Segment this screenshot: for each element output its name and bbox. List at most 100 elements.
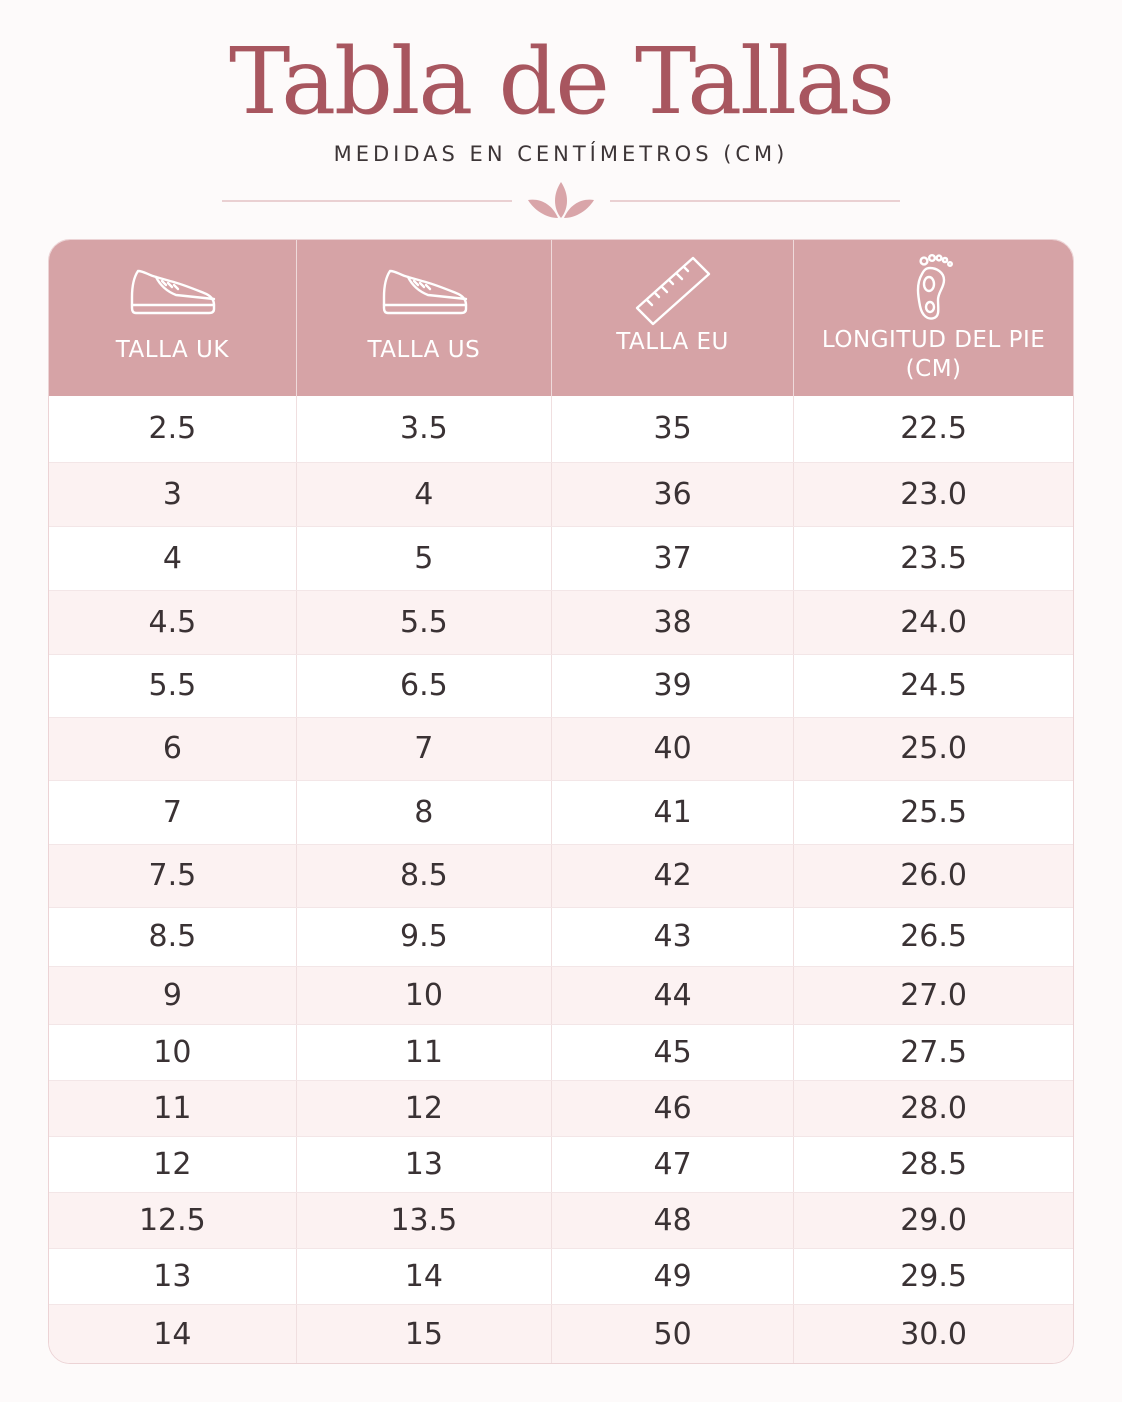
- us-size-cell: 5: [296, 526, 552, 591]
- eu-size-cell: 46: [551, 1080, 795, 1137]
- uk-size-cell: 2.5: [49, 396, 297, 463]
- us-size-cell: 5.5: [296, 590, 552, 655]
- table-row: 3 4 36 23.0: [49, 462, 1073, 527]
- table-row: 8.5 9.5 43 26.5: [49, 907, 1073, 967]
- foot-length-cell: 29.0: [793, 1192, 1073, 1249]
- uk-size-cell: 12.5: [49, 1192, 297, 1249]
- foot-length-cell: 22.5: [793, 396, 1073, 463]
- eu-size-cell: 39: [551, 654, 795, 718]
- table-row: 12.5 13.5 48 29.0: [49, 1192, 1073, 1249]
- eu-size-cell: 47: [551, 1136, 795, 1193]
- us-size-cell: 3.5: [296, 396, 552, 463]
- us-size-cell: 13: [296, 1136, 552, 1193]
- eu-size-cell: 38: [551, 590, 795, 655]
- uk-size-cell: 7.5: [49, 844, 297, 908]
- us-size-cell: 11: [296, 1024, 552, 1081]
- foot-length-cell: 30.0: [793, 1304, 1073, 1363]
- size-table: TALLA UK TALLA US: [49, 240, 1073, 1363]
- us-size-cell: 7: [296, 717, 552, 781]
- column-label: TALLA UK: [115, 337, 229, 363]
- table-row: 5.5 6.5 39 24.5: [49, 654, 1073, 718]
- size-table-container: TALLA UK TALLA US: [48, 239, 1074, 1364]
- ruler-icon: [635, 256, 710, 326]
- us-size-cell: 13.5: [296, 1192, 552, 1249]
- table-header-row: TALLA UK TALLA US: [49, 240, 1073, 396]
- column-header-us: TALLA US: [296, 240, 552, 396]
- us-size-cell: 12: [296, 1080, 552, 1137]
- uk-size-cell: 13: [49, 1248, 297, 1305]
- us-size-cell: 8: [296, 780, 552, 845]
- foot-length-cell: 26.5: [793, 907, 1073, 967]
- table-row: 14 15 50 30.0: [49, 1304, 1073, 1363]
- us-size-cell: 4: [296, 462, 552, 527]
- us-size-cell: 9.5: [296, 907, 552, 967]
- table-row: 4.5 5.5 38 24.0: [49, 590, 1073, 655]
- table-row: 11 12 46 28.0: [49, 1080, 1073, 1137]
- foot-length-cell: 27.0: [793, 966, 1073, 1025]
- eu-size-cell: 44: [551, 966, 795, 1025]
- uk-size-cell: 8.5: [49, 907, 297, 967]
- foot-length-cell: 23.5: [793, 526, 1073, 591]
- uk-size-cell: 9: [49, 966, 297, 1025]
- eu-size-cell: 41: [551, 780, 795, 845]
- foot-length-cell: 26.0: [793, 844, 1073, 908]
- foot-icon: [916, 254, 953, 320]
- uk-size-cell: 6: [49, 717, 297, 781]
- foot-length-cell: 25.0: [793, 717, 1073, 781]
- eu-size-cell: 50: [551, 1304, 795, 1363]
- uk-size-cell: 5.5: [49, 654, 297, 718]
- table-row: 4 5 37 23.5: [49, 526, 1073, 591]
- foot-length-cell: 28.0: [793, 1080, 1073, 1137]
- eu-size-cell: 45: [551, 1024, 795, 1081]
- foot-length-cell: 24.0: [793, 590, 1073, 655]
- foot-length-cell: 24.5: [793, 654, 1073, 718]
- eu-size-cell: 35: [551, 396, 795, 463]
- foot-length-cell: 27.5: [793, 1024, 1073, 1081]
- eu-size-cell: 42: [551, 844, 795, 908]
- sneaker-icon: [382, 269, 468, 315]
- header-divider: [222, 182, 900, 218]
- table-row: 13 14 49 29.5: [49, 1248, 1073, 1305]
- page-subtitle: MEDIDAS EN CENTÍMETROS (CM): [333, 142, 789, 166]
- leaf-ornament-icon: [528, 182, 594, 218]
- eu-size-cell: 36: [551, 462, 795, 527]
- foot-length-cell: 29.5: [793, 1248, 1073, 1305]
- us-size-cell: 15: [296, 1304, 552, 1363]
- uk-size-cell: 3: [49, 462, 297, 527]
- eu-size-cell: 48: [551, 1192, 795, 1249]
- eu-size-cell: 37: [551, 526, 795, 591]
- eu-size-cell: 49: [551, 1248, 795, 1305]
- table-row: 12 13 47 28.5: [49, 1136, 1073, 1193]
- table-row: 7.5 8.5 42 26.0: [49, 844, 1073, 908]
- column-header-uk: TALLA UK: [49, 240, 297, 396]
- uk-size-cell: 14: [49, 1304, 297, 1363]
- table-row: 6 7 40 25.0: [49, 717, 1073, 781]
- table-row: 7 8 41 25.5: [49, 780, 1073, 845]
- column-label: TALLA US: [367, 337, 481, 363]
- column-header-eu: TALLA EU: [551, 240, 795, 396]
- us-size-cell: 14: [296, 1248, 552, 1305]
- us-size-cell: 10: [296, 966, 552, 1025]
- uk-size-cell: 10: [49, 1024, 297, 1081]
- uk-size-cell: 4: [49, 526, 297, 591]
- table-row: 9 10 44 27.0: [49, 966, 1073, 1025]
- us-size-cell: 8.5: [296, 844, 552, 908]
- eu-size-cell: 40: [551, 717, 795, 781]
- foot-length-cell: 28.5: [793, 1136, 1073, 1193]
- us-size-cell: 6.5: [296, 654, 552, 718]
- uk-size-cell: 4.5: [49, 590, 297, 655]
- sneaker-icon: [131, 269, 216, 315]
- uk-size-cell: 7: [49, 780, 297, 845]
- column-label: LONGITUD DEL PIE (CM): [821, 327, 1046, 382]
- uk-size-cell: 11: [49, 1080, 297, 1137]
- table-row: 2.5 3.5 35 22.5: [49, 396, 1073, 463]
- eu-size-cell: 43: [551, 907, 795, 967]
- foot-length-cell: 23.0: [793, 462, 1073, 527]
- uk-size-cell: 12: [49, 1136, 297, 1193]
- column-header-foot-length: LONGITUD DEL PIE (CM): [793, 240, 1073, 396]
- page-title: Tabla de Tallas: [228, 28, 895, 135]
- size-table-body: 2.5 3.5 35 22.5 3 4 36 23.0 4 5 37 23.5 4.5 5.5 38 24.0…: [49, 396, 1073, 1363]
- table-row: 10 11 45 27.5: [49, 1024, 1073, 1081]
- foot-length-cell: 25.5: [793, 780, 1073, 845]
- column-label: TALLA EU: [616, 329, 729, 355]
